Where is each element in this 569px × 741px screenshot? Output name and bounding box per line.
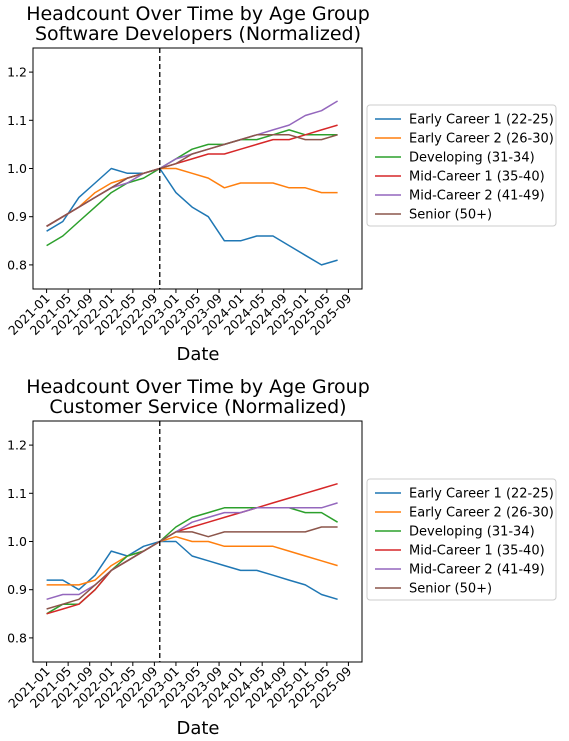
y-tick-label: 0.9 (7, 209, 27, 224)
legend-box (366, 478, 557, 601)
y-tick-label: 0.8 (7, 257, 27, 272)
series-line (46, 535, 338, 586)
legend-label: Senior (50+) (409, 208, 492, 223)
legend-box (366, 104, 557, 227)
y-tick-label: 1.0 (7, 534, 27, 549)
x-axis-label: Date (176, 718, 219, 739)
series-line (46, 129, 338, 247)
legend-label: Mid-Career 1 (35-40) (409, 544, 545, 559)
series-line (46, 167, 338, 227)
legend-label: Developing (31-34) (409, 151, 535, 166)
legend-label: Early Career 1 (22-25) (409, 487, 554, 502)
legend-label: Early Career 2 (26-30) (409, 506, 554, 521)
legend-label: Early Career 2 (26-30) (409, 132, 554, 147)
legend: Early Career 1 (22-25) Early Career 2 (26… (366, 104, 557, 227)
legend-label: Mid-Career 1 (35-40) (409, 170, 545, 185)
chart-title: Headcount Over Time by Age Group (26, 3, 370, 25)
y-axis: 0.8 0.9 1.0 1.1 1.2 (7, 65, 33, 272)
series-line (46, 167, 338, 266)
plot-area (32, 47, 363, 290)
plot-area (32, 420, 363, 663)
legend-label: Senior (50+) (409, 582, 492, 597)
series-line (46, 482, 338, 615)
chart-subtitle: Customer Service (Normalized) (49, 396, 346, 418)
legend: Early Career 1 (22-25) Early Career 2 (26… (366, 478, 557, 601)
legend-label: Mid-Career 2 (41-49) (409, 563, 545, 578)
chart-subtitle: Software Developers (Normalized) (35, 23, 361, 45)
legend-label: Developing (31-34) (409, 525, 535, 540)
y-tick-label: 0.8 (7, 630, 27, 645)
chart-title: Headcount Over Time by Age Group (26, 376, 370, 398)
plot-lines (46, 482, 338, 615)
y-tick-label: 1.2 (7, 438, 27, 453)
series-line (46, 526, 338, 610)
series-line (46, 540, 338, 601)
y-tick-label: 1.1 (7, 113, 27, 128)
y-tick-label: 1.0 (7, 161, 27, 176)
series-line (46, 134, 338, 227)
y-tick-label: 1.1 (7, 486, 27, 501)
x-axis-label: Date (176, 344, 219, 365)
legend-label: Early Career 1 (22-25) (409, 113, 554, 128)
y-tick-label: 0.9 (7, 582, 27, 597)
y-axis: 0.8 0.9 1.0 1.1 1.2 (7, 438, 33, 645)
y-tick-label: 1.2 (7, 65, 27, 80)
legend-label: Mid-Career 2 (41-49) (409, 189, 545, 204)
plot-lines (46, 100, 338, 266)
